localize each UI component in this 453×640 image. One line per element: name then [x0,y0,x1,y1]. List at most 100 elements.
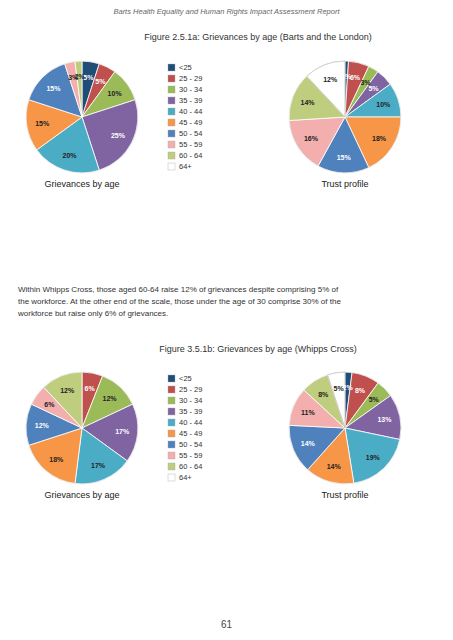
data-label: 12% [60,387,75,394]
data-label: 14% [327,463,342,470]
data-label: 8% [318,391,329,398]
legend-label: 30 - 34 [179,85,202,94]
body-text-line: the workforce. At the other end of the s… [18,297,341,306]
pie-outline [26,372,138,484]
legend-swatch [168,375,175,382]
data-label: 5% [334,385,345,392]
legend-label: 50 - 54 [179,129,202,138]
data-label: 14% [301,440,316,447]
pie-chart: 5%5%10%25%20%15%15%3%2%Grievances by age [26,61,138,189]
legend-label: 25 - 29 [179,74,202,83]
data-label: 14% [301,99,316,106]
data-label: 12% [323,76,338,83]
legend-label: 60 - 64 [179,462,202,471]
data-label: 11% [301,409,315,416]
legend-swatch [168,474,175,481]
legend-swatch [168,86,175,93]
legend-label: 50 - 54 [179,440,202,449]
data-label: 25% [111,132,126,139]
data-label: 15% [35,120,50,127]
data-label: 18% [372,135,387,142]
data-label: 2% [342,384,353,391]
legend-swatch [168,152,175,159]
data-labels: 5%5%10%25%20%15%15%3%2% [35,73,126,159]
data-label: 18% [49,456,64,463]
legend-label: <25 [179,63,192,72]
legend-label: <25 [179,374,192,383]
legend-label: 45 - 49 [179,118,202,127]
pie-chart: 6%12%17%17%18%12%6%12%Grievances by age [26,372,138,500]
pie-slice [75,428,127,484]
legend-swatch [168,441,175,448]
data-label: 19% [366,454,381,461]
legend-label: 40 - 44 [179,107,202,116]
pie-slice [65,61,82,117]
pie-slice [345,84,401,117]
legend-swatch [168,97,175,104]
legend-swatch [168,64,175,71]
legend-label: 60 - 64 [179,151,202,160]
pie-slice [75,61,82,117]
legend-swatch [168,419,175,426]
data-label: 6% [44,401,55,408]
slices [289,372,401,484]
figure-title: Figure 2.5.1a: Grievances by age (Barts … [144,32,372,42]
legend-label: 55 - 59 [179,451,202,460]
data-label: 13% [377,416,392,423]
legend-label: 55 - 59 [179,140,202,149]
data-labels: 2%8%5%13%19%14%14%11%8%5% [301,384,392,470]
legend: <25 25 - 29 30 - 34 35 - 39 40 - 44 45 - 49 50… [168,63,202,171]
legend-label: 64+ [179,162,192,171]
data-label: 15% [337,154,352,161]
data-label: 10% [376,101,391,108]
slices [289,61,401,173]
page: 5%5%10%25%20%15%15%3%2%Grievances by age… [0,0,453,640]
pie-chart: 1%6%3%5%10%18%15%16%14%12%Trust profile<… [168,61,401,189]
data-label: 16% [304,135,319,142]
legend-swatch [168,430,175,437]
legend-swatch [168,452,175,459]
slices [26,372,138,484]
page-header: Barts Health Equality and Human Rights I… [113,7,340,16]
legend-swatch [168,397,175,404]
chart-title: Trust profile [321,179,368,189]
chart-title: Grievances by age [44,490,119,500]
legend-swatch [168,141,175,148]
legend-label: 45 - 49 [179,429,202,438]
data-label: 12% [103,395,118,402]
legend-label: 64+ [179,473,192,482]
data-label: 17% [115,428,130,435]
data-labels: 6%12%17%17%18%12%6%12% [35,385,130,469]
pie-outline [289,372,401,484]
legend-label: 35 - 39 [179,96,202,105]
pie-outline [289,61,401,173]
data-label: 6% [84,385,95,392]
chart-title: Grievances by age [44,179,119,189]
data-label: 5% [369,396,380,403]
legend-swatch [168,163,175,170]
figure-title: Figure 3.5.1b: Grievances by age (Whipps… [159,344,357,354]
data-label: 5% [95,78,106,85]
pie-slice [328,372,345,428]
legend-label: 30 - 34 [179,396,202,405]
legend-swatch [168,119,175,126]
legend-swatch [168,130,175,137]
pie-slice [44,372,82,428]
slices [26,61,138,173]
data-label: 6% [350,74,361,81]
pie-slice [307,61,345,117]
pie-slice [345,428,400,483]
legend-label: 35 - 39 [179,407,202,416]
pie-slice [289,425,345,469]
legend-swatch [168,75,175,82]
chart-title: Trust profile [321,490,368,500]
data-label: 5% [368,85,379,92]
data-label: 15% [46,85,61,92]
data-label: 5% [83,74,94,81]
legend-swatch [168,386,175,393]
data-label: 8% [355,387,366,394]
body-text: Within Whipps Cross, those aged 60-64 ra… [17,285,341,318]
data-label: 12% [35,422,50,429]
data-label: 2% [74,73,85,80]
pie-outline [26,61,138,173]
